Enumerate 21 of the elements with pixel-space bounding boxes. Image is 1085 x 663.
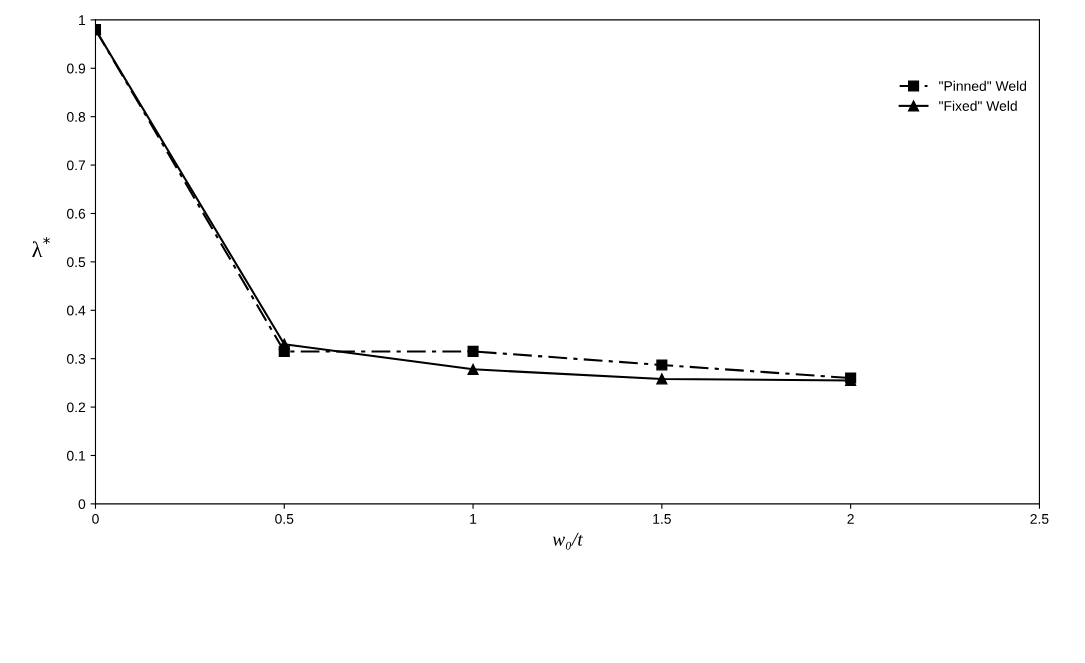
legend-label: "Pinned" Weld	[939, 80, 1027, 91]
y-tick-label: 0.4	[66, 305, 86, 316]
y-tick-label: 0.9	[66, 63, 86, 74]
y-tick-label: 0.6	[66, 208, 86, 219]
x-axis-title: w₀/t	[552, 532, 584, 550]
x-tick-label: 2.5	[1030, 513, 1049, 524]
y-tick-label: 0.5	[66, 257, 86, 268]
y-tick-label: 0.8	[66, 112, 86, 122]
legend-label: "Fixed" Weld	[939, 100, 1017, 111]
y-tick-label: 1	[79, 15, 86, 25]
x-tick-label: 1	[470, 514, 477, 524]
x-tick-label: 0	[92, 513, 99, 524]
y-tick-label: 0.7	[66, 160, 86, 171]
y-tick-label: 0	[78, 499, 86, 510]
y-tick-label: 0.1	[66, 450, 86, 461]
y-tick-label: 0.2	[66, 402, 86, 413]
y-tick-label: 0.3	[66, 354, 86, 364]
x-tick-label: 1.5	[653, 514, 671, 524]
x-tick-label: 0.5	[275, 513, 294, 524]
y-axis-title: λ$^{*}$	[32, 236, 50, 257]
x-tick-label: 2	[847, 513, 854, 524]
